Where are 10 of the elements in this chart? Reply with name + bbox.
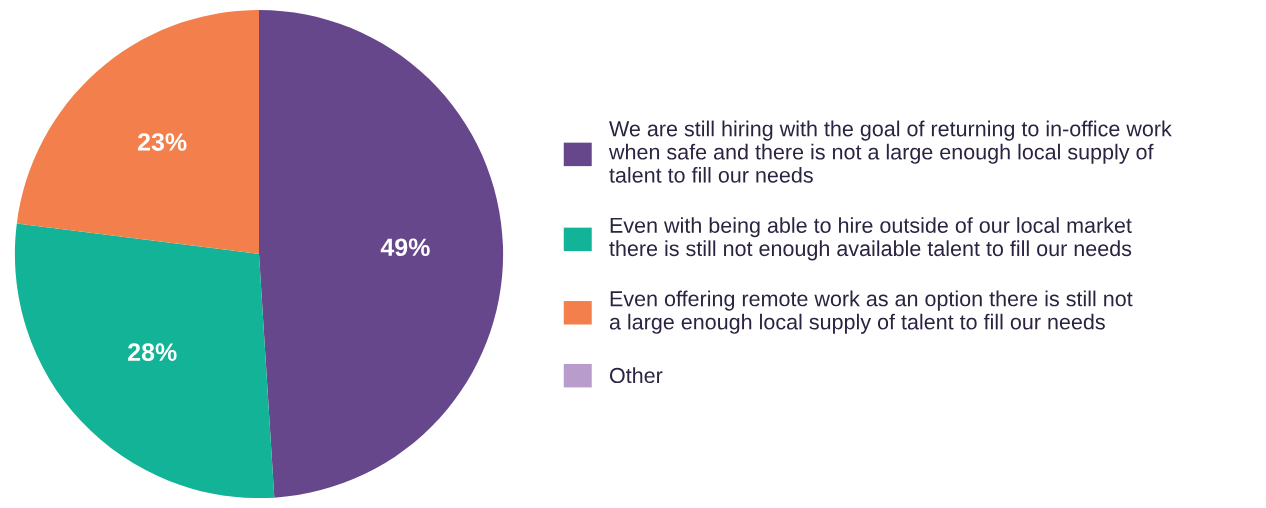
legend-label: Even offering remote work as an option there is still not a large enough local supply of talent to fill our needs (609, 290, 1133, 334)
legend-label: Even with being able to hire outside of our local market there is still not enough available talent to fill our needs (609, 217, 1132, 261)
data-label: 49% (380, 238, 430, 257)
legend-label: Other (609, 367, 663, 384)
legend-label: We are still hiring with the goal of returning to in-office work when safe and there is not a large enough local supply of talent to fill our needs (608, 120, 1172, 183)
pie-slice (16, 9, 259, 254)
data-label: 23% (137, 133, 187, 151)
pie-slice (259, 9, 503, 498)
data-label: 28% (128, 343, 177, 361)
pie-slice (14, 223, 275, 499)
